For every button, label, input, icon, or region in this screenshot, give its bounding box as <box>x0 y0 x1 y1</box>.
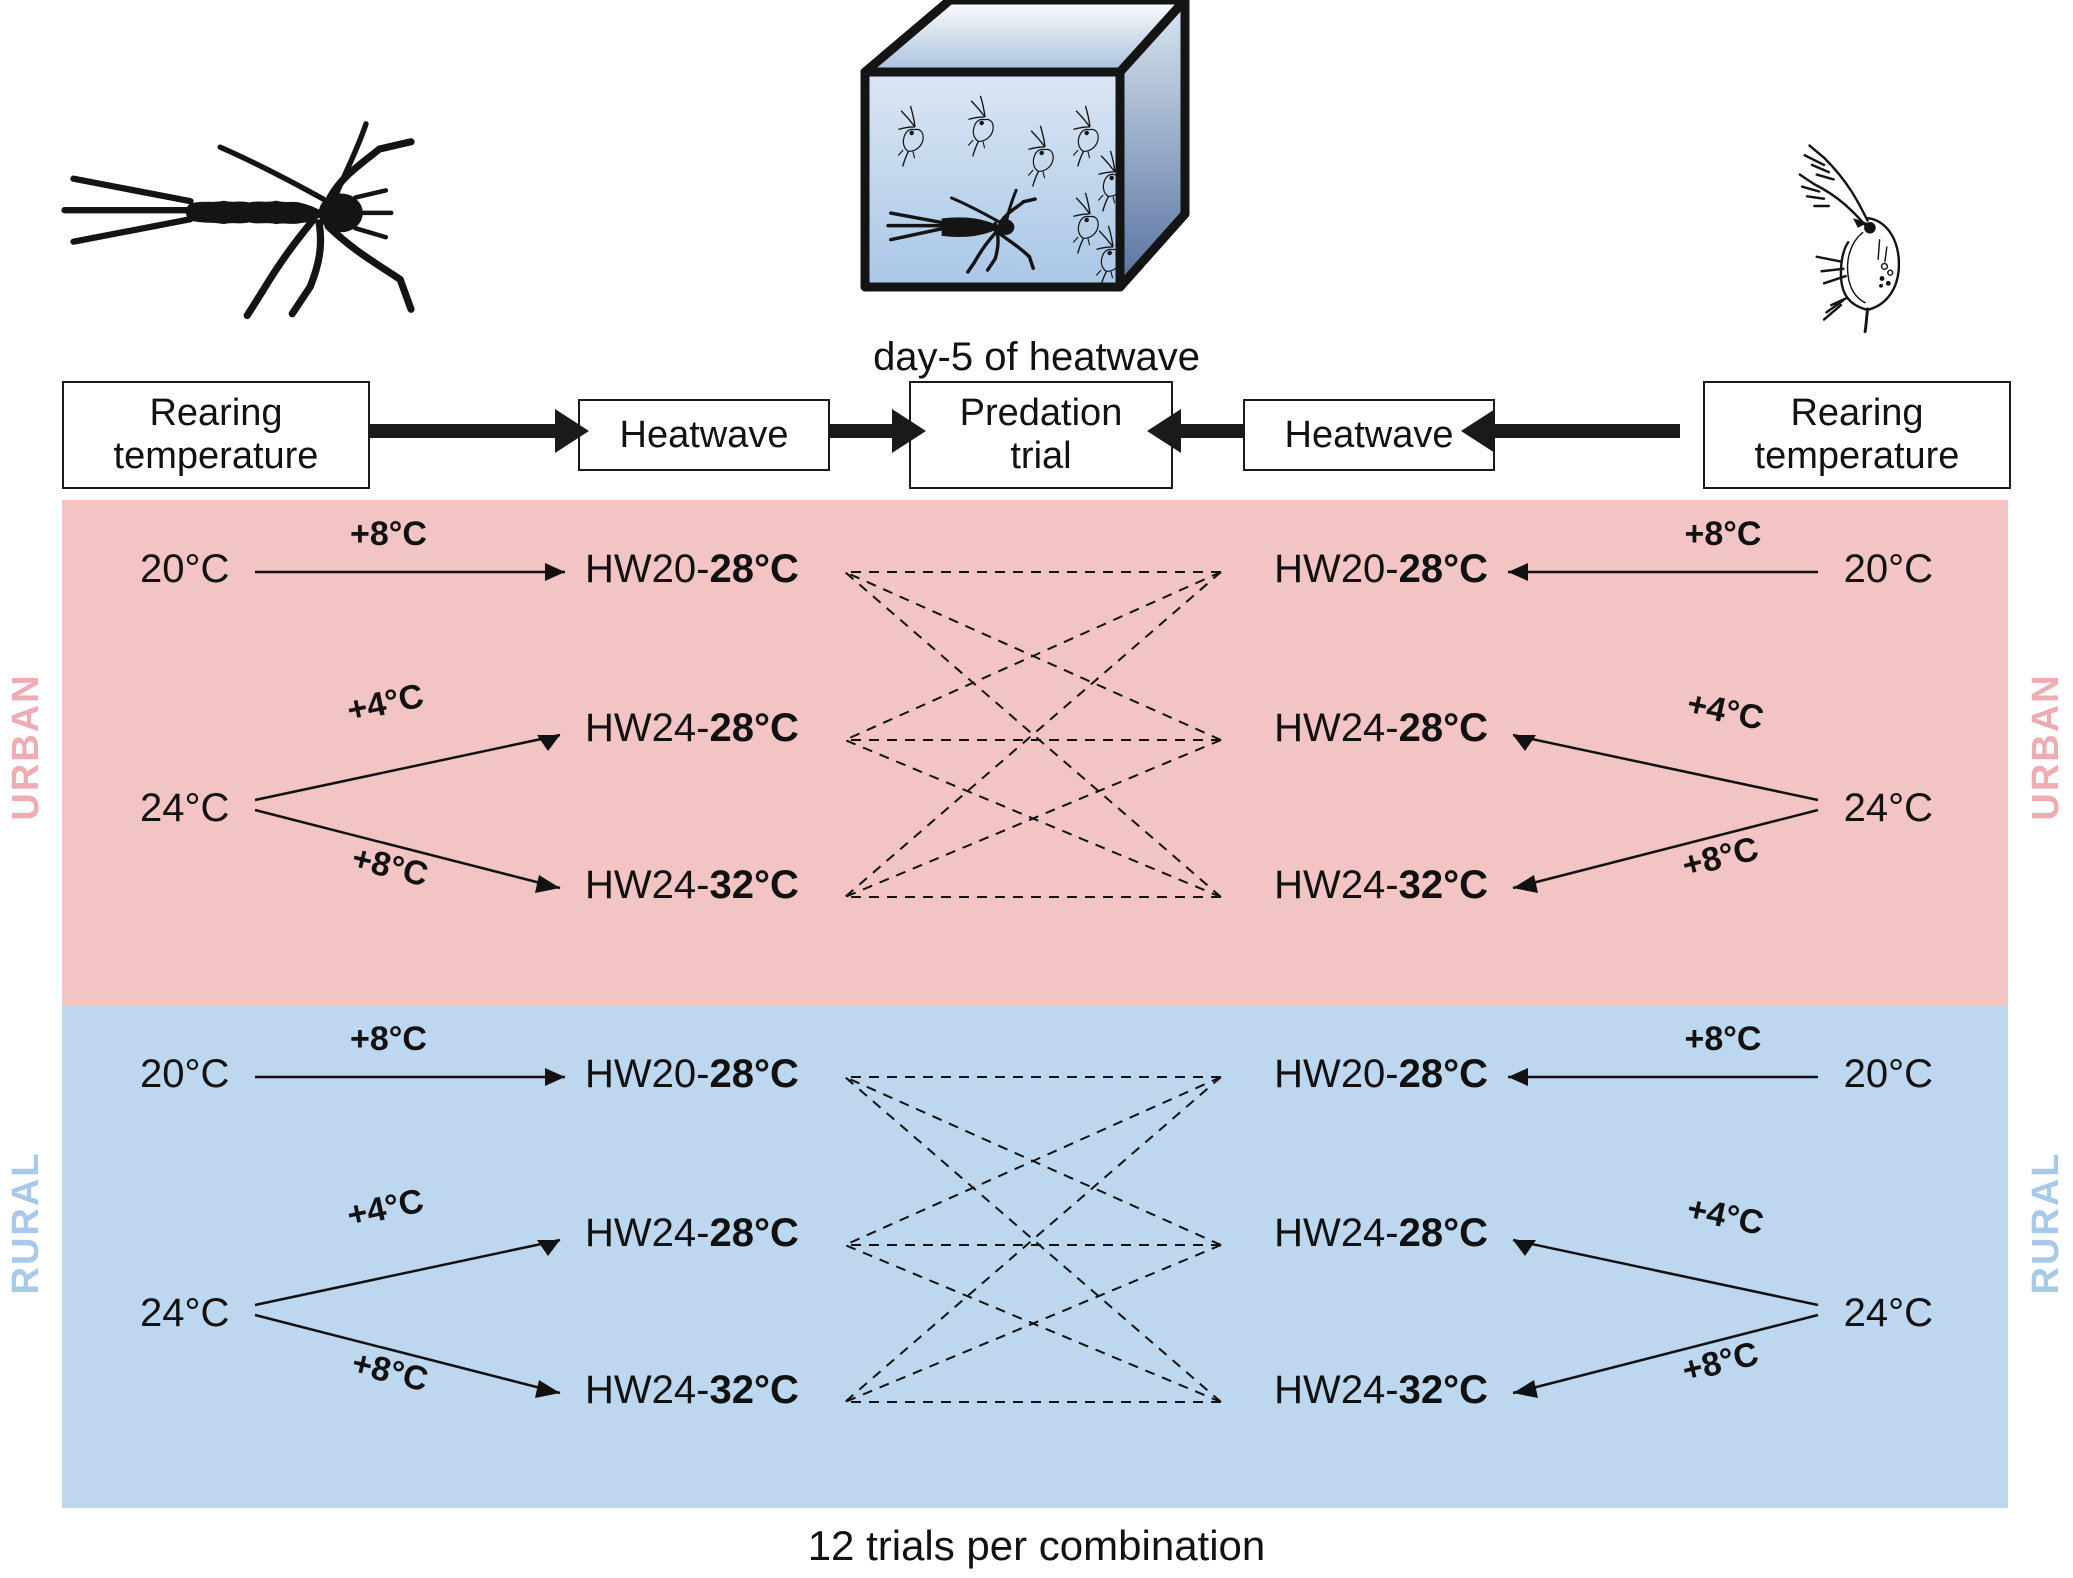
svg-text:+8°C: +8°C <box>1685 1020 1762 1058</box>
svg-text:20°C: 20°C <box>1844 1052 1933 1096</box>
svg-text:HW20-28°C: HW20-28°C <box>1274 1052 1488 1096</box>
svg-text:+8°C: +8°C <box>1678 1335 1762 1390</box>
svg-text:+8°C: +8°C <box>348 1344 432 1399</box>
svg-text:+8°C: +8°C <box>350 1020 427 1058</box>
svg-text:HW24-32°C: HW24-32°C <box>585 1368 799 1412</box>
svg-text:HW24-28°C: HW24-28°C <box>585 1211 799 1255</box>
svg-text:20°C: 20°C <box>140 1052 229 1096</box>
svg-text:HW24-28°C: HW24-28°C <box>1274 1211 1488 1255</box>
svg-text:HW20-28°C: HW20-28°C <box>585 1052 799 1096</box>
svg-text:HW24-32°C: HW24-32°C <box>1274 1368 1488 1412</box>
svg-text:24°C: 24°C <box>140 1291 229 1335</box>
svg-text:24°C: 24°C <box>1844 1291 1933 1335</box>
svg-text:+4°C: +4°C <box>344 1182 427 1235</box>
svg-text:+4°C: +4°C <box>1684 1190 1767 1243</box>
